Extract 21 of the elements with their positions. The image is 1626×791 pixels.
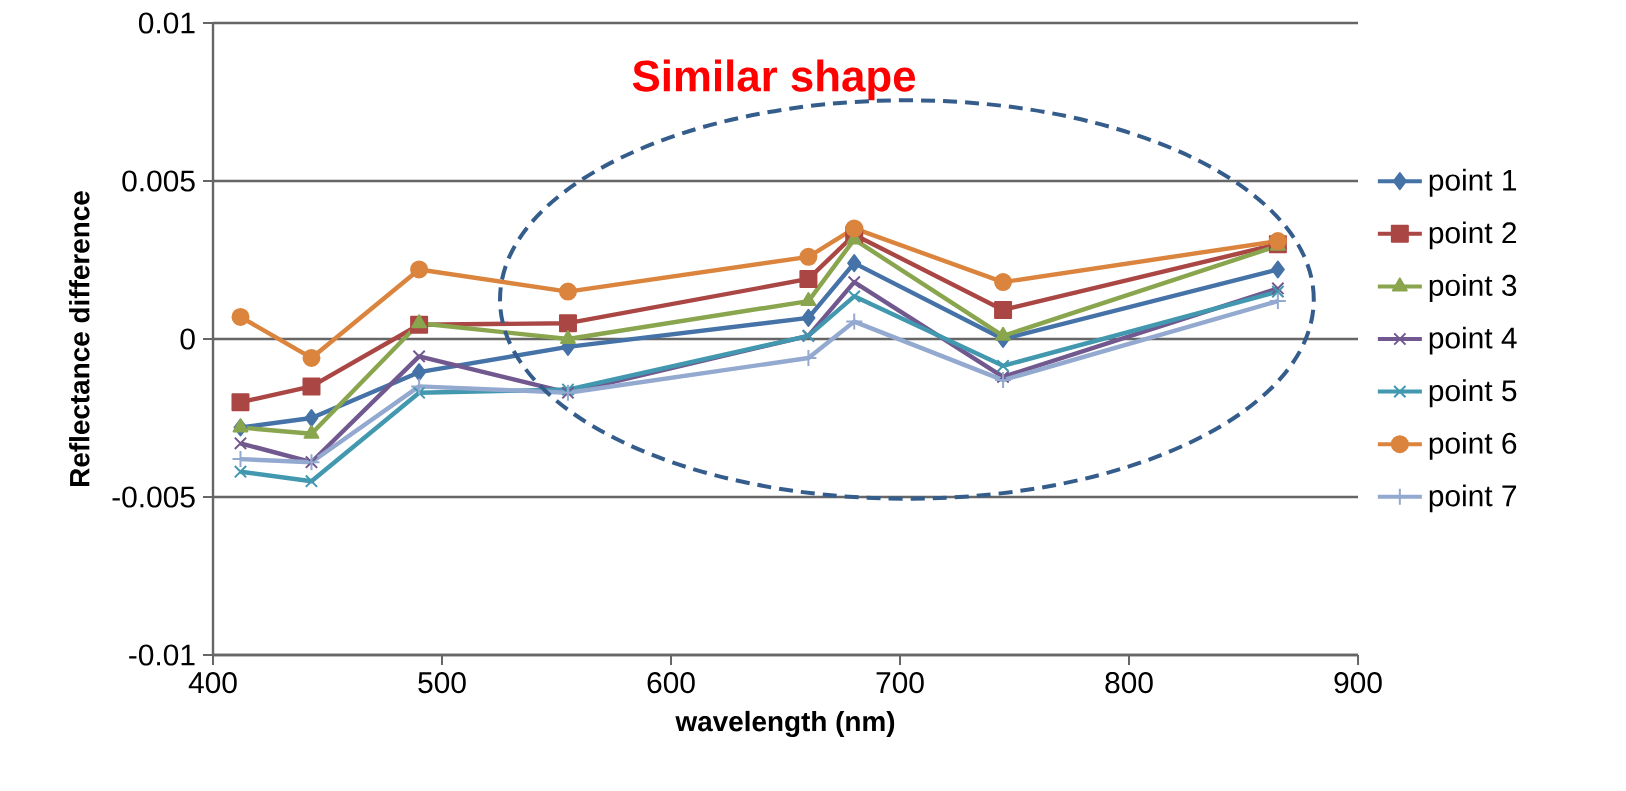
y-axis-title: Reflectance difference <box>69 191 90 486</box>
x-tick-label: 400 <box>188 672 237 694</box>
x-tick-label: 800 <box>1105 672 1153 694</box>
y-tick-label: 0.01 <box>138 12 195 34</box>
legend-label: point 4 <box>1429 326 1517 355</box>
y-tick-label: 0 <box>180 328 195 350</box>
y-tick-label: 0.005 <box>122 170 195 192</box>
legend-label: point 3 <box>1429 274 1517 302</box>
y-tick-label: -0.005 <box>112 486 195 508</box>
y-tick-label: -0.01 <box>129 644 195 666</box>
x-tick-label: 900 <box>1334 672 1382 694</box>
legend-label: point 5 <box>1429 379 1517 408</box>
x-axis-title: wavelength (nm) <box>675 710 895 737</box>
legend-label: point 7 <box>1429 484 1517 513</box>
legend-label: point 6 <box>1429 431 1517 460</box>
legend-label: point 1 <box>1429 168 1517 197</box>
x-tick-label: 500 <box>418 672 466 694</box>
legend-label: point 2 <box>1429 221 1517 250</box>
x-tick-label: 700 <box>876 672 924 694</box>
annotation: Similar shape <box>632 59 916 101</box>
x-tick-label: 600 <box>647 672 695 694</box>
